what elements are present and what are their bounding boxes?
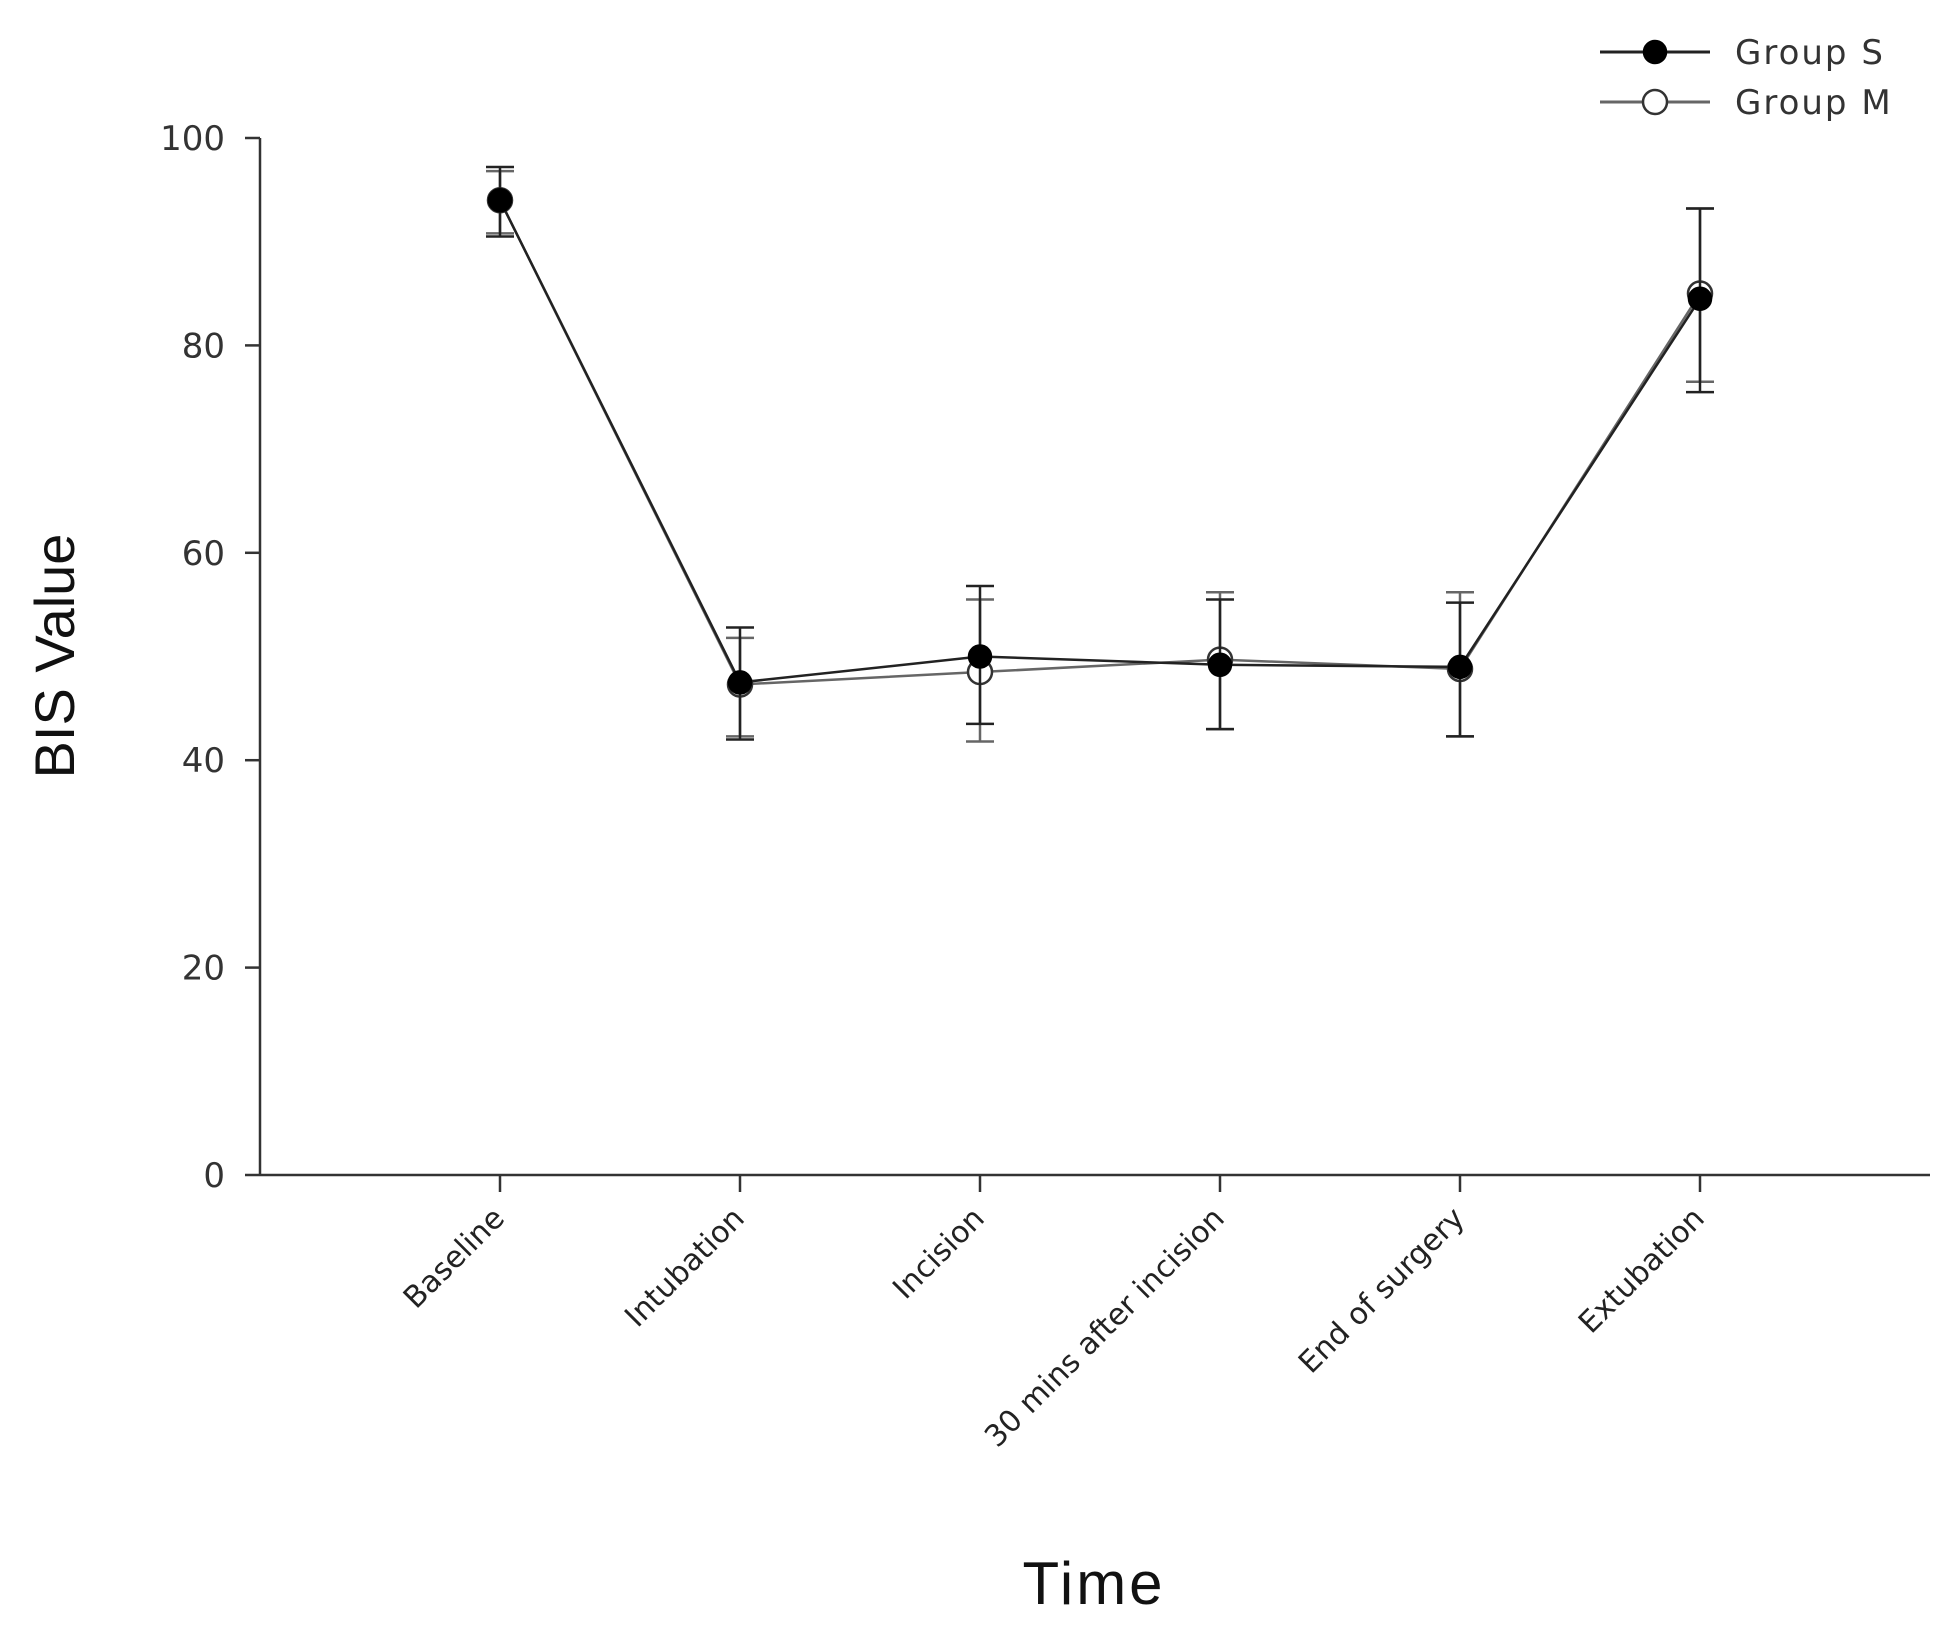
legend-item: Group S [1600,33,1885,73]
y-tick-label: 20 [182,949,225,989]
y-ticks: 0 20 40 60 80 100 [160,119,260,1196]
x-tick-label: Incision [886,1201,991,1306]
y-tick-label: 40 [182,741,225,781]
data-point [1447,654,1473,680]
x-tick-label: Extubation [1572,1201,1712,1341]
data-point [487,187,513,213]
legend-label: Group S [1735,33,1885,73]
data-point [727,670,753,695]
legend-marker [1641,88,1669,116]
x-tick-label: Baseline [397,1201,512,1316]
x-tick-label: 30 mins after incision [978,1201,1231,1454]
series-line [498,199,1702,686]
legend-marker [1642,39,1668,65]
data-point [1687,286,1713,311]
legend-item: Group M [1600,83,1893,123]
series-group-m [486,169,1714,743]
y-axis-title: BIS Value [23,534,86,779]
data-point [1207,652,1233,678]
y-tick-label: 80 [182,326,225,366]
legend-label: Group M [1735,83,1893,123]
x-axis-title: Time [1022,1550,1165,1617]
series-layer [486,165,1714,743]
legend: Group S Group M [1600,33,1893,123]
x-tick-label: Intubation [618,1201,751,1334]
series-group-s [486,165,1714,741]
data-point [967,644,993,669]
x-tick-label: End of surgery [1292,1201,1472,1381]
y-tick-label: 60 [182,534,225,574]
axes [258,138,1930,1177]
y-tick-label: 100 [160,119,225,159]
y-tick-label: 0 [203,1156,225,1196]
series-line [498,199,1702,684]
